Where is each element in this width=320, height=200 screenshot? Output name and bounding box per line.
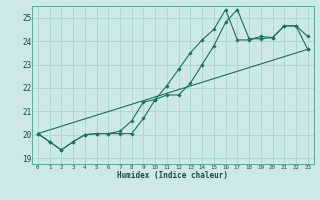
X-axis label: Humidex (Indice chaleur): Humidex (Indice chaleur) bbox=[117, 171, 228, 180]
